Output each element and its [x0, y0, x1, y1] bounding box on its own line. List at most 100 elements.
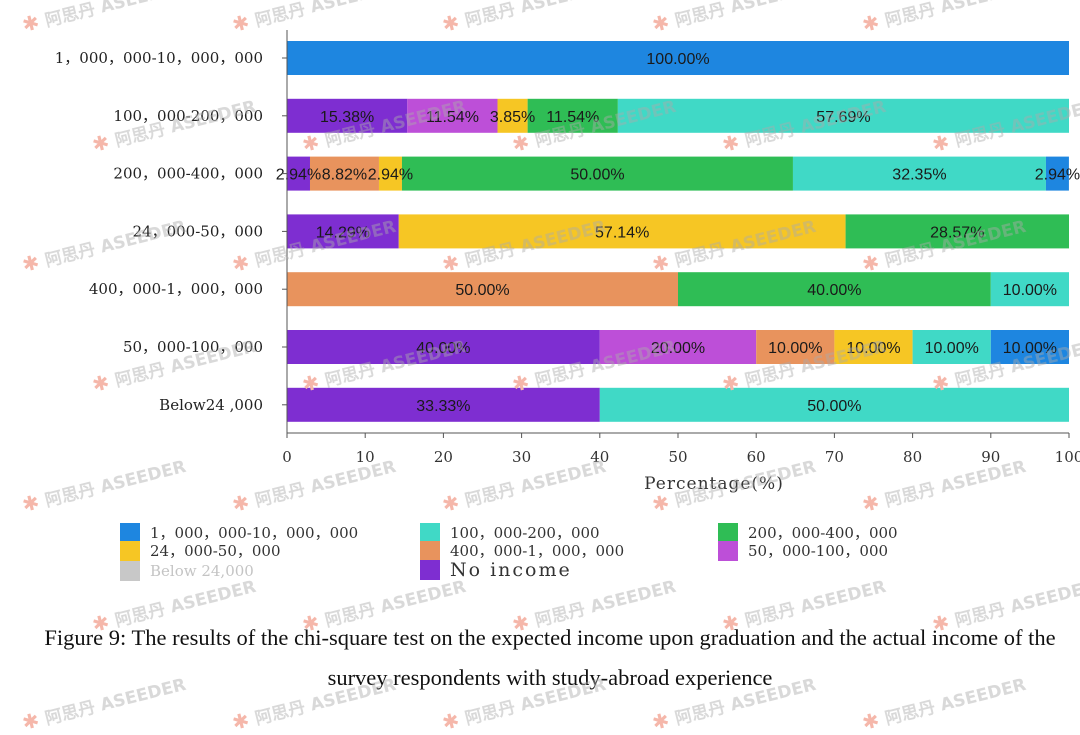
watermark-star-icon: ✱: [859, 706, 888, 735]
data-label: 40.00%: [807, 282, 861, 299]
x-tick-label: 20: [434, 448, 453, 466]
bar-segment: [678, 272, 991, 307]
x-tick-label: 0: [282, 448, 292, 466]
bar-segment: [287, 272, 678, 307]
legend-label: 400，000-1，000，000: [450, 542, 625, 560]
bar-segment: [401, 156, 793, 191]
x-axis-title: Percentage(%): [644, 474, 784, 494]
legend-label: 24，000-50，000: [150, 542, 281, 560]
bar-segment: [407, 98, 498, 133]
x-tick-label: 70: [825, 448, 844, 466]
data-label: 50.00%: [570, 167, 624, 184]
legend-swatch: [718, 540, 738, 561]
bar-segment: [845, 214, 1069, 249]
legend-swatch: [420, 522, 440, 543]
data-label: 50.00%: [807, 398, 861, 415]
bar-segment: [792, 156, 1046, 191]
data-label: 11.54%: [546, 109, 599, 126]
watermark-star-icon: ✱: [229, 706, 258, 735]
legend-label: No income: [450, 559, 572, 581]
data-label: 10.00%: [768, 340, 822, 357]
category-label: 400，000-1，000，000: [89, 280, 263, 298]
legend-label: 1，000，000-10，000，000: [150, 524, 359, 542]
legend-swatch: [420, 540, 440, 561]
bar-segment: [756, 330, 835, 364]
data-label: 10.00%: [846, 340, 900, 357]
bar-segment: [378, 156, 402, 191]
data-label: 8.82%: [322, 167, 367, 184]
x-tick-label: 30: [512, 448, 531, 466]
bar-segment: [834, 330, 913, 364]
x-tick-label: 90: [981, 448, 1000, 466]
data-label: 2.94%: [368, 167, 413, 184]
x-tick-label: 40: [590, 448, 609, 466]
bar-segment: [287, 387, 600, 422]
legend-item: No income: [420, 559, 572, 581]
legend-swatch: [718, 522, 738, 543]
bar-segment: [309, 156, 379, 191]
bar-segment: [287, 214, 399, 249]
data-label: 3.85%: [490, 109, 535, 126]
legend-item: 400，000-1，000，000: [420, 540, 624, 561]
bar-segment: [599, 387, 1069, 422]
watermark-star-icon: ✱: [649, 706, 678, 735]
data-label: 11.54%: [426, 109, 479, 126]
legend-item: 24，000-50，000: [120, 540, 281, 561]
legend-label: 100，000-200，000: [450, 524, 600, 542]
legend-item: Below 24,000: [120, 561, 254, 581]
category-label: 1，000，000-10，000，000: [55, 49, 263, 67]
category-label: 50，000-100，000: [123, 338, 263, 356]
legend-label: 200，000-400，000: [748, 524, 898, 542]
category-label: 100，000-200，000: [113, 107, 263, 125]
legend-swatch: [120, 561, 140, 581]
data-label: 100.00%: [646, 51, 709, 68]
bar-segment: [599, 330, 757, 364]
bar-segment: [287, 156, 310, 191]
bar-segment: [990, 272, 1069, 307]
x-tick-label: 60: [747, 448, 766, 466]
legend-item: 200，000-400，000: [718, 522, 898, 543]
data-label: 57.14%: [595, 224, 649, 241]
legend-label: Below 24,000: [150, 562, 254, 580]
legend-item: 1，000，000-10，000，000: [120, 522, 358, 543]
watermark-star-icon: ✱: [19, 706, 48, 735]
bar-segment: [497, 98, 528, 133]
bar-segment: [287, 98, 408, 133]
data-label: 33.33%: [416, 398, 470, 415]
data-label: 32.35%: [892, 167, 946, 184]
x-tick-label: 50: [668, 448, 687, 466]
data-label: 57.69%: [816, 109, 870, 126]
legend-label: 50，000-100，000: [748, 542, 889, 560]
bar-segment: [287, 41, 1069, 75]
legend-swatch: [120, 522, 140, 543]
legend-swatch: [120, 540, 140, 561]
data-label: 50.00%: [455, 282, 509, 299]
data-label: 40.00%: [416, 340, 470, 357]
category-label: Below24 ,000: [159, 396, 263, 414]
figure-caption: Figure 9: The results of the chi-square …: [44, 625, 1056, 690]
bar-segment: [1045, 156, 1069, 191]
x-tick-label: 100: [1055, 448, 1080, 466]
bar-segment: [912, 330, 991, 364]
category-label: 24，000-50，000: [132, 222, 263, 240]
data-label: 10.00%: [1003, 282, 1057, 299]
bar-segment: [398, 214, 846, 249]
stacked-bar-chart: 100.00% 15.38% 11.54% 3.85% 11.54% 57.69% 2.94…: [55, 30, 1080, 494]
category-label: 200，000-400，000: [113, 165, 263, 183]
x-tick-label: 80: [903, 448, 922, 466]
bar-segment: [990, 330, 1069, 364]
legend-item: 50，000-100，000: [718, 540, 888, 561]
legend-item: 100，000-200，000: [420, 522, 600, 543]
x-tick-label: 10: [356, 448, 375, 466]
data-label: 2.94%: [276, 167, 321, 184]
bar-segment: [287, 330, 600, 364]
data-label: 15.38%: [320, 109, 374, 126]
legend-swatch: [420, 560, 440, 580]
bar-segment: [527, 98, 618, 133]
data-label: 28.57%: [930, 224, 984, 241]
data-label: 14.29%: [316, 224, 370, 241]
data-label: 20.00%: [651, 340, 705, 357]
data-label: 10.00%: [925, 340, 979, 357]
data-label: 2.94%: [1035, 167, 1080, 184]
bar-segment: [617, 98, 1069, 133]
